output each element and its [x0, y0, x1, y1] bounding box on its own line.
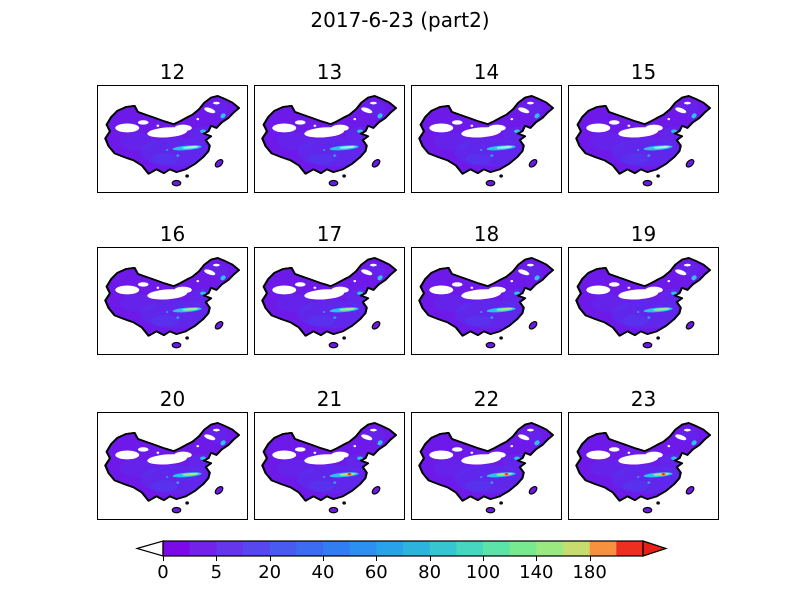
colorbar-tick-label: 20	[258, 562, 282, 583]
subplot-cell-15: 15	[568, 55, 719, 195]
colorbar-band	[456, 541, 484, 556]
china-map-panel	[411, 412, 562, 520]
subplot-title: 18	[473, 222, 500, 246]
china-map	[412, 86, 561, 192]
subplot-cell-23: 23	[568, 382, 719, 522]
china-map	[255, 248, 404, 354]
colorbar-band	[483, 541, 511, 556]
colorbar-tick	[376, 556, 378, 561]
colorbar-band	[349, 541, 377, 556]
subplot-title: 12	[159, 60, 186, 84]
china-map-panel	[568, 412, 719, 520]
colorbar-band	[216, 541, 244, 556]
china-map-panel	[568, 85, 719, 193]
colorbar-tick-label: 80	[418, 562, 442, 583]
china-map-panel	[97, 247, 248, 355]
colorbar-band	[536, 541, 564, 556]
colorbar-band	[296, 541, 324, 556]
colorbar-band	[269, 541, 297, 556]
colorbar-under-arrow	[135, 540, 164, 557]
subplot-title: 15	[630, 60, 657, 84]
subplot-cell-19: 19	[568, 217, 719, 357]
colorbar-tick	[269, 556, 271, 561]
colorbar-band	[403, 541, 431, 556]
china-map	[255, 86, 404, 192]
china-map	[569, 248, 718, 354]
colorbar-tick	[483, 556, 484, 561]
subplot-title: 20	[159, 387, 186, 411]
colorbar-tick	[163, 556, 164, 561]
subplot-cell-20: 20	[97, 382, 248, 522]
china-map-panel	[97, 85, 248, 193]
colorbar-band	[509, 541, 537, 556]
china-map	[255, 413, 404, 519]
china-map-panel	[97, 412, 248, 520]
colorbar-frame	[162, 540, 644, 557]
colorbar-tick	[536, 556, 538, 561]
china-map	[569, 86, 718, 192]
china-map-panel	[254, 85, 405, 193]
china-map-panel	[254, 412, 405, 520]
subplot-title: 17	[316, 222, 343, 246]
colorbar-tick	[216, 556, 218, 561]
colorbar-band	[589, 541, 617, 556]
subplot-cell-13: 13	[254, 55, 405, 195]
subplot-title: 14	[473, 60, 500, 84]
colorbar-band	[323, 541, 351, 556]
china-map	[98, 413, 247, 519]
china-map-panel	[411, 85, 562, 193]
colorbar-tick	[429, 556, 431, 561]
china-map	[412, 248, 561, 354]
subplot-cell-16: 16	[97, 217, 248, 357]
subplot-title: 13	[316, 60, 343, 84]
colorbar-band	[616, 541, 644, 556]
china-map-panel	[568, 247, 719, 355]
colorbar-band	[376, 541, 404, 556]
colorbar-tick	[323, 556, 324, 561]
colorbar-band	[163, 541, 191, 556]
colorbar-tick-label: 140	[519, 562, 554, 583]
colorbar-band	[563, 541, 591, 556]
china-map	[98, 248, 247, 354]
subplot-cell-18: 18	[411, 217, 562, 357]
subplot-title: 16	[159, 222, 186, 246]
china-map	[569, 413, 718, 519]
colorbar-tick-label: 0	[157, 562, 169, 583]
subplot-cell-21: 21	[254, 382, 405, 522]
colorbar-tick-label: 60	[364, 562, 388, 583]
china-map-panel	[411, 247, 562, 355]
colorbar-bar	[135, 540, 668, 557]
figure-title: 2017-6-23 (part2)	[310, 8, 490, 32]
subplot-cell-17: 17	[254, 217, 405, 357]
subplot-title: 23	[630, 387, 657, 411]
colorbar-tick-label: 180	[572, 562, 607, 583]
subplot-title: 21	[316, 387, 343, 411]
subplot-cell-22: 22	[411, 382, 562, 522]
subplot-cell-14: 14	[411, 55, 562, 195]
colorbar-tick-label: 100	[465, 562, 501, 583]
colorbar-band	[189, 541, 217, 556]
colorbar-tick-label: 40	[311, 562, 335, 583]
colorbar-band	[429, 541, 457, 556]
china-map	[98, 86, 247, 192]
colorbar-tick-label: 5	[210, 562, 223, 583]
china-map	[412, 413, 561, 519]
china-map-panel	[254, 247, 405, 355]
colorbar-tick	[589, 556, 591, 561]
subplot-title: 22	[473, 387, 500, 411]
colorbar-over-arrow	[642, 540, 668, 557]
subplot-cell-12: 12	[97, 55, 248, 195]
subplot-title: 19	[630, 222, 657, 246]
colorbar-band	[243, 541, 271, 556]
